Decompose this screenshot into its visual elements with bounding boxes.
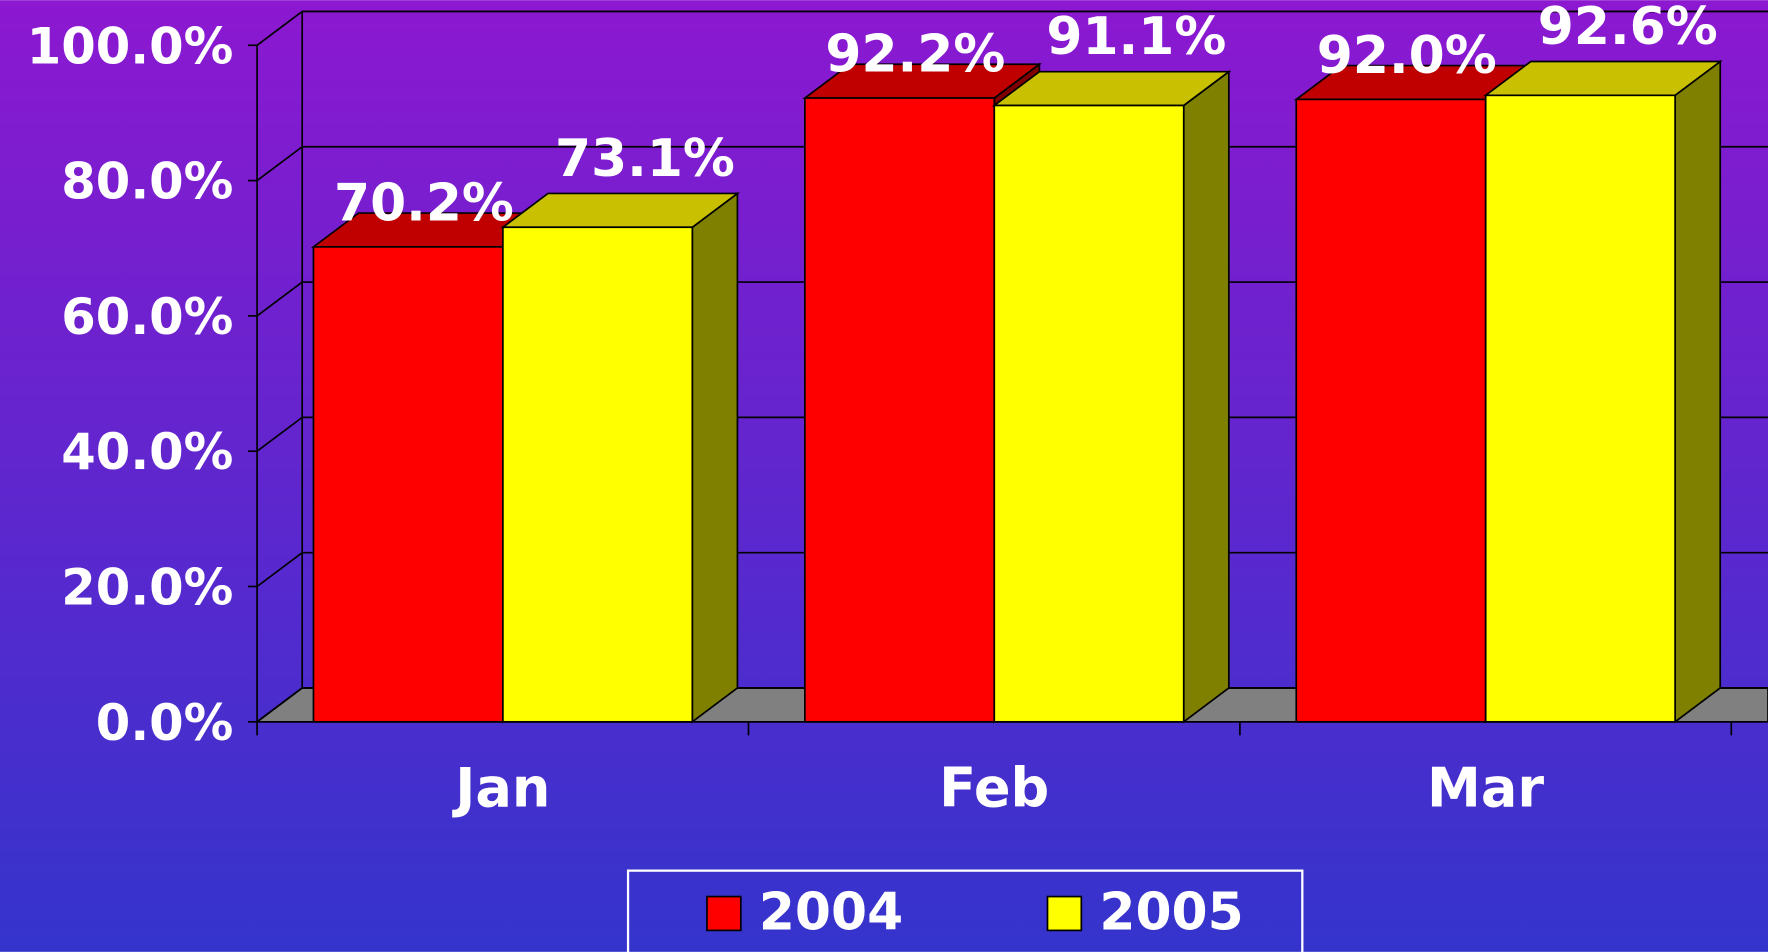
y-tick-label: 100.0% [27, 17, 234, 75]
x-tick-label: Jan [451, 756, 550, 819]
bar [1484, 94, 1676, 723]
y-tick-label: 60.0% [61, 288, 233, 346]
value-label: 92.2% [825, 24, 1005, 84]
bar-side [691, 191, 739, 724]
y-tick-label: 80.0% [61, 153, 233, 211]
legend-box [626, 869, 1304, 952]
side-grid-line [256, 416, 303, 452]
bar-side [1182, 69, 1230, 724]
value-label: 70.2% [334, 173, 514, 233]
legend-label: 2005 [1099, 883, 1243, 943]
bar [502, 226, 694, 723]
side-grid-line [256, 146, 303, 182]
bar [993, 104, 1185, 723]
bar [312, 246, 504, 723]
bar [1295, 98, 1487, 723]
legend-label: 2004 [759, 883, 903, 943]
y-tick-label: 0.0% [96, 694, 234, 752]
legend-swatch [1046, 895, 1083, 932]
legend-swatch [706, 895, 742, 932]
value-label: 73.1% [555, 129, 735, 189]
bar [804, 97, 996, 723]
y-tick-label: 40.0% [61, 423, 233, 481]
value-label: 92.0% [1317, 26, 1497, 86]
side-grid-line [256, 10, 303, 46]
value-label: 92.6% [1538, 0, 1718, 57]
x-tick-label: Mar [1427, 756, 1544, 819]
side-grid-line [256, 687, 303, 723]
side-grid-line [256, 551, 303, 588]
y-tick-label: 20.0% [61, 559, 233, 617]
bar-side [1674, 59, 1722, 724]
x-tick-label: Feb [939, 756, 1049, 819]
value-label: 91.1% [1046, 7, 1226, 67]
side-grid-line [256, 281, 303, 317]
